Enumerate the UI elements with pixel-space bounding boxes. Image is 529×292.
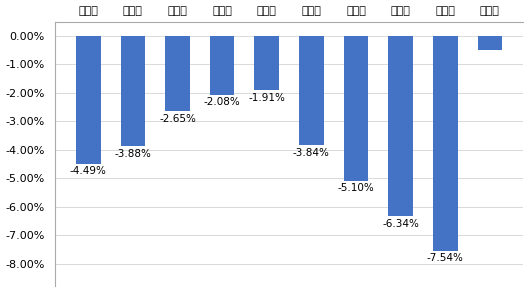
Bar [388, 36, 413, 216]
Bar [121, 36, 145, 147]
Text: -6.34%: -6.34% [382, 219, 419, 229]
Text: -2.65%: -2.65% [159, 114, 196, 124]
Bar [299, 36, 324, 145]
Text: -3.88%: -3.88% [114, 149, 151, 159]
Bar [210, 36, 234, 95]
Text: -1.91%: -1.91% [248, 93, 285, 103]
Bar [76, 36, 101, 164]
Bar [344, 36, 368, 181]
Text: -7.54%: -7.54% [427, 253, 464, 263]
Text: -2.08%: -2.08% [204, 98, 241, 107]
Bar [478, 36, 502, 50]
Text: -3.84%: -3.84% [293, 147, 330, 158]
Text: -4.49%: -4.49% [70, 166, 107, 176]
Bar [433, 36, 458, 251]
Bar [254, 36, 279, 91]
Text: -5.10%: -5.10% [338, 183, 375, 193]
Bar [165, 36, 190, 112]
